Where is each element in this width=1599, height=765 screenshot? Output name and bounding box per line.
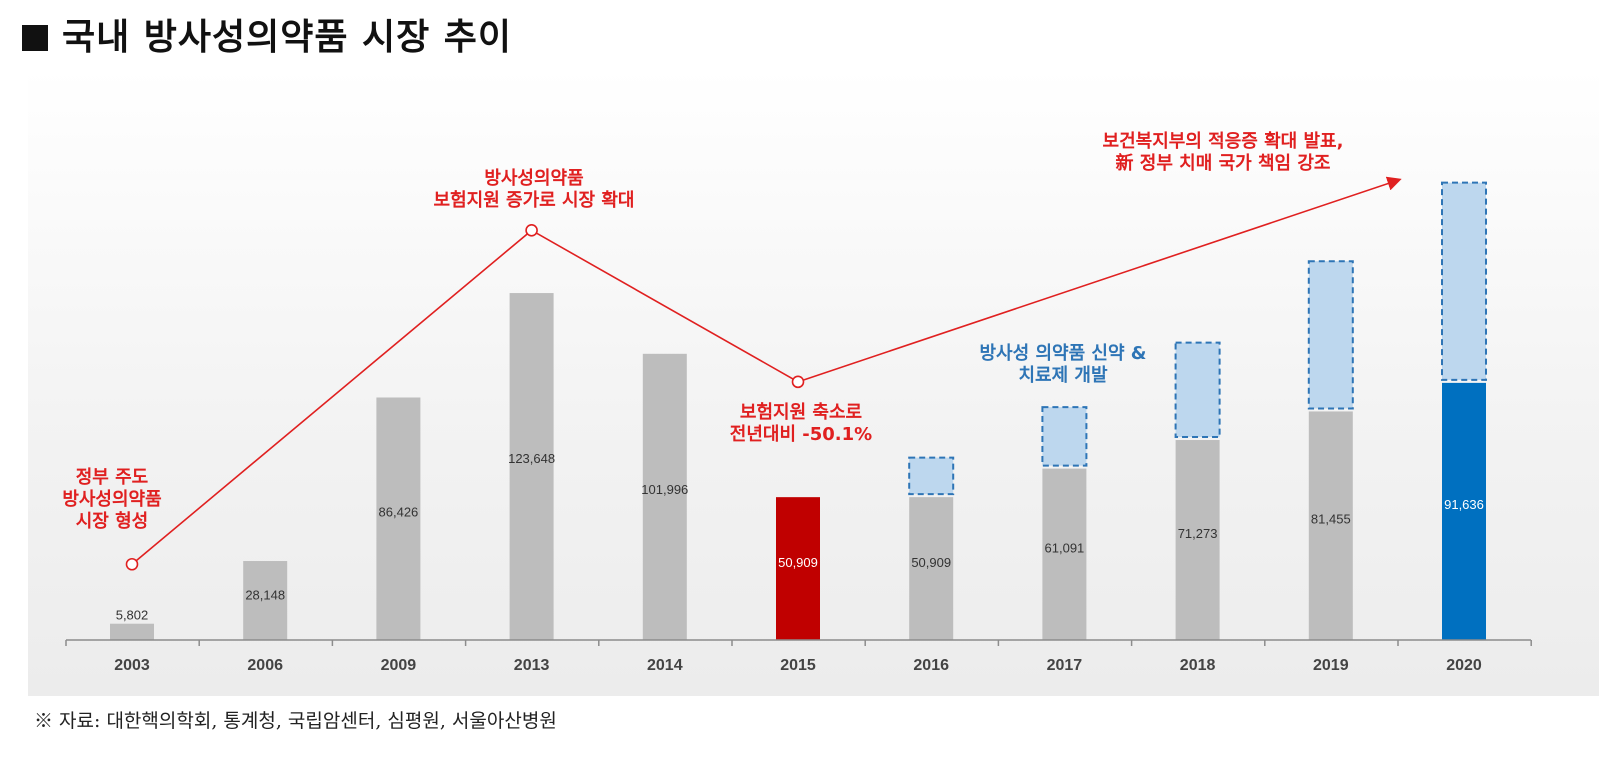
forecast-bar-2020 [1441, 181, 1487, 381]
tick-label-2006: 2006 [247, 657, 283, 674]
bar-2019 [1308, 411, 1353, 640]
value-label-2017: 61,091 [1045, 541, 1085, 556]
title-square-icon [22, 25, 48, 51]
bar-2016 [909, 497, 954, 640]
bar-2006 [243, 561, 288, 640]
chart-panel: 5,802 28,148 86,426 123,648 101,996 50,909 50,… [28, 68, 1599, 696]
source-note: ※ 자료: 대한핵의학회, 통계청, 국립암센터, 심평원, 서울아산병원 [34, 710, 557, 732]
annotation-5: 보건복지부의 적응증 확대 발표,新 정부 치매 국가 책임 강조 [1103, 131, 1344, 174]
tick-label-2003: 2003 [114, 657, 150, 674]
trend-point-2003 [125, 557, 139, 571]
tick-label-2014: 2014 [647, 657, 683, 674]
value-label-2006: 28,148 [245, 588, 285, 603]
value-label-2003: 5,802 [116, 608, 149, 623]
forecast-bar-2017 [1041, 406, 1088, 467]
tick-label-2009: 2009 [381, 657, 417, 674]
bar-2009 [376, 397, 421, 640]
tick-label-2013: 2013 [514, 657, 550, 674]
tick-label-2018: 2018 [1180, 657, 1216, 674]
tick-label-2015: 2015 [780, 657, 816, 674]
market-trend-chart: 5,802 28,148 86,426 123,648 101,996 50,909 50,… [62, 131, 1532, 674]
tick-label-2019: 2019 [1313, 657, 1349, 674]
value-label-2019: 81,455 [1311, 511, 1351, 526]
bar-2020 [1442, 382, 1486, 640]
tick-label-2016: 2016 [913, 657, 949, 674]
tick-label-2020: 2020 [1446, 657, 1482, 674]
annotation-4: 방사성 의약품 신약 &치료제 개발 [980, 342, 1147, 386]
forecast-layer [908, 181, 1487, 496]
value-label-2013: 123,648 [508, 451, 555, 466]
annotation-5-line-1: 보건복지부의 적응증 확대 발표, [1103, 131, 1344, 152]
annotation-1-line-2: 방사성의약품 [62, 488, 161, 510]
trend-arrow [797, 176, 1402, 383]
annotation-4-line-1: 방사성 의약품 신약 & [980, 342, 1147, 364]
value-label-2016: 50,909 [911, 555, 951, 570]
annotation-5-line-2: 新 정부 치매 국가 책임 강조 [1116, 152, 1331, 174]
trend-point-2015 [791, 375, 805, 389]
annotation-4-line-2: 치료제 개발 [1018, 365, 1108, 386]
bar-2014 [642, 353, 687, 640]
forecast-bar-2019 [1307, 260, 1354, 410]
value-label-2020: 91,636 [1444, 497, 1484, 512]
value-label-2009: 86,426 [379, 504, 419, 519]
annotation-1-line-3: 시장 형성 [76, 511, 149, 532]
annotation-3-line-1: 보험지원 축소로 [740, 401, 862, 423]
trend-point-2013 [525, 224, 538, 237]
value-label-2015: 50,909 [778, 555, 818, 570]
bar-2018 [1175, 440, 1220, 640]
bar-2017 [1042, 468, 1087, 640]
annotation-2-line-1: 방사성의약품 [484, 167, 583, 189]
bar-2003 [110, 623, 154, 640]
trend-line-layer [125, 176, 1402, 571]
forecast-bar-2018 [1174, 341, 1221, 439]
value-label-2018: 71,273 [1178, 526, 1218, 541]
value-labels-layer: 5,802 28,148 86,426 123,648 101,996 50,909 50,… [116, 451, 1484, 623]
tick-label-2017: 2017 [1047, 657, 1083, 674]
annotation-1-line-1: 정부 주도 [76, 467, 149, 488]
page-title: 국내 방사성의약품 시장 추이 [22, 8, 512, 60]
bar-2015 [776, 497, 820, 640]
forecast-bar-2016 [908, 456, 955, 496]
annotation-3-line-2: 전년대비 -50.1% [730, 424, 872, 445]
bars-layer [110, 293, 1486, 640]
page-title-text: 국내 방사성의약품 시장 추이 [62, 16, 513, 58]
annotation-2-line-2: 보험지원 증가로 시장 확대 [434, 189, 635, 211]
bar-2013 [509, 293, 554, 640]
trend-line [131, 229, 799, 565]
value-label-2014: 101,996 [641, 482, 688, 497]
x-axis: 2003 2006 2009 2013 2014 2015 2016 2017 2018 2019… [65, 639, 1532, 674]
